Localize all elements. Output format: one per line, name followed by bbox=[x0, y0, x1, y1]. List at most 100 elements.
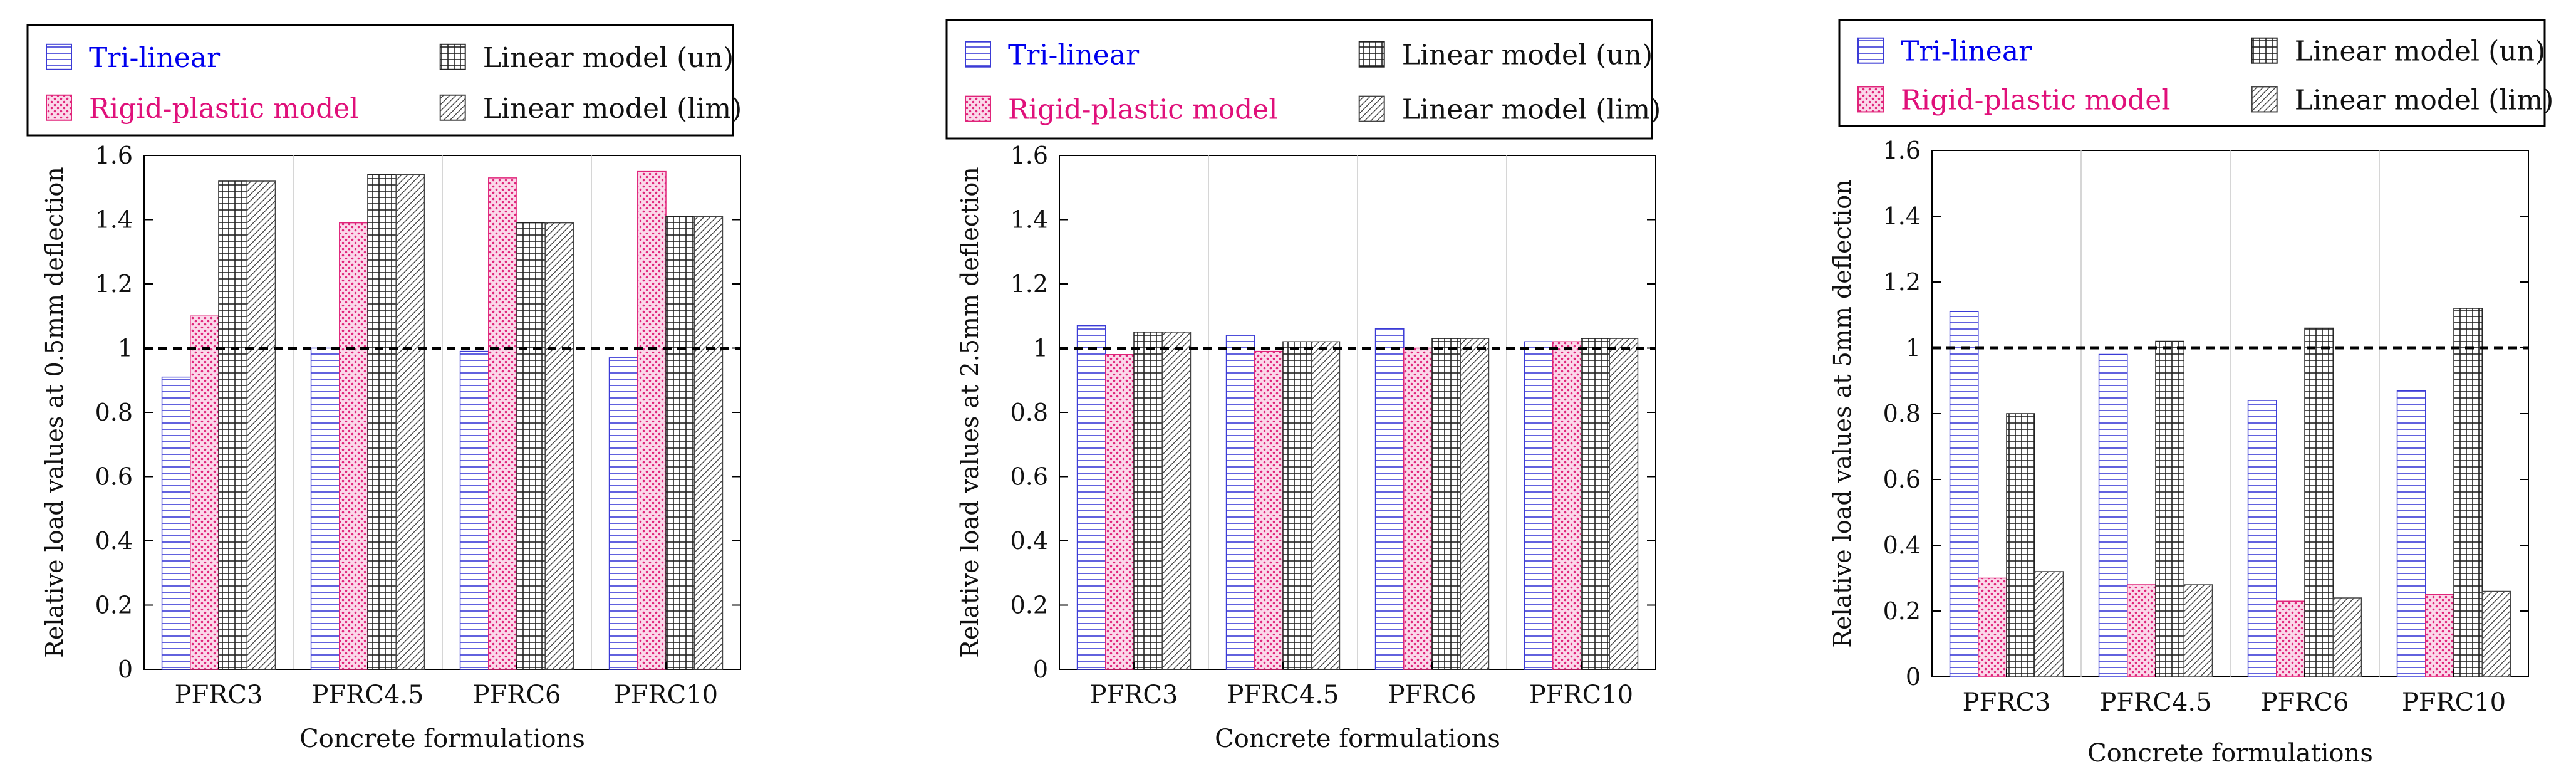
bar-rigid-plastic-model-pfrc4-5 bbox=[2127, 584, 2156, 677]
bar-tri-linear-pfrc3 bbox=[1076, 325, 1106, 670]
y-tick-label: 1.6 bbox=[1883, 137, 1921, 164]
bar-rigid-plastic-model-pfrc4-5 bbox=[339, 222, 368, 670]
bar-rigid-plastic-model-pfrc10 bbox=[637, 170, 667, 670]
bar-tri-linear-pfrc6 bbox=[1374, 328, 1405, 670]
bar-linear-model-lim-pfrc10 bbox=[2481, 590, 2511, 677]
y-tick-label: 1.4 bbox=[1010, 206, 1048, 234]
bar-linear-model-un-pfrc6 bbox=[516, 222, 546, 670]
bar-rigid-plastic-model-pfrc3 bbox=[1105, 354, 1135, 670]
bar-linear-model-lim-pfrc4-5 bbox=[395, 174, 425, 670]
bar-linear-model-lim-pfrc3 bbox=[1161, 332, 1192, 670]
bar-linear-model-lim-pfrc3 bbox=[2034, 571, 2064, 677]
y-tick-label: 0.2 bbox=[1883, 597, 1921, 625]
legend-label: Rigid-plastic model bbox=[1008, 94, 1277, 126]
bar-tri-linear-pfrc4-5 bbox=[310, 347, 340, 670]
bar-linear-model-lim-pfrc10 bbox=[693, 216, 724, 670]
bar-linear-model-un-pfrc3 bbox=[2006, 413, 2035, 677]
bar-rigid-plastic-model-pfrc3 bbox=[190, 315, 219, 670]
y-tick-label: 1 bbox=[1906, 334, 1921, 362]
y-tick-label: 0 bbox=[1033, 656, 1048, 683]
bar-linear-model-un-pfrc4-5 bbox=[1282, 341, 1312, 670]
x-tick-label: PFRC4.5 bbox=[1227, 681, 1339, 709]
bar-linear-model-un-pfrc4-5 bbox=[2155, 340, 2184, 677]
legend-swatch bbox=[1358, 95, 1385, 122]
legend-box bbox=[945, 19, 1653, 140]
y-tick-label: 1.6 bbox=[95, 142, 133, 169]
x-tick-label: PFRC3 bbox=[1090, 681, 1178, 709]
y-tick-label: 0.6 bbox=[95, 463, 133, 491]
bar-tri-linear-pfrc10 bbox=[1524, 341, 1554, 670]
legend-label: Tri-linear bbox=[1901, 36, 2032, 68]
y-tick-label: 0 bbox=[118, 656, 133, 683]
y-tick-label: 1 bbox=[1033, 335, 1048, 362]
legend-swatch bbox=[965, 95, 991, 122]
legend: Tri-linear Linear model (un) Rigid-plastic… bbox=[26, 24, 742, 137]
bar-rigid-plastic-model-pfrc6 bbox=[1403, 347, 1433, 670]
x-tick-label: PFRC4.5 bbox=[2099, 688, 2211, 717]
legend-label: Linear model (lim) bbox=[1402, 94, 1661, 126]
y-tick-label: 1.4 bbox=[95, 206, 133, 234]
legend: Tri-linear Linear model (un) Rigid-plastic… bbox=[945, 19, 1661, 140]
bar-rigid-plastic-model-pfrc4-5 bbox=[1254, 350, 1284, 670]
legend-label: Tri-linear bbox=[89, 42, 221, 74]
y-tick-label: 1.4 bbox=[1883, 202, 1921, 230]
bar-tri-linear-pfrc6 bbox=[2247, 400, 2277, 677]
x-tick-label: PFRC3 bbox=[175, 681, 263, 709]
bar-linear-model-un-pfrc10 bbox=[1581, 338, 1610, 670]
y-tick-label: 0.6 bbox=[1010, 463, 1048, 491]
bar-linear-model-un-pfrc10 bbox=[2453, 308, 2483, 677]
bar-linear-model-lim-pfrc10 bbox=[1609, 338, 1639, 670]
bar-tri-linear-pfrc6 bbox=[459, 350, 489, 670]
y-tick-label: 1 bbox=[118, 335, 133, 362]
x-tick-label: PFRC10 bbox=[2402, 688, 2506, 717]
bar-tri-linear-pfrc10 bbox=[2396, 390, 2426, 677]
bar-tri-linear-pfrc3 bbox=[161, 376, 191, 670]
legend-label: Rigid-plastic model bbox=[89, 93, 358, 125]
legend-swatch bbox=[2251, 37, 2278, 64]
y-tick-label: 0 bbox=[1906, 663, 1921, 691]
y-tick-label: 0.4 bbox=[1883, 531, 1921, 559]
legend: Tri-linear Linear model (un) Rigid-plastic… bbox=[1838, 19, 2553, 127]
y-tick-label: 0.8 bbox=[1883, 400, 1921, 427]
y-axis-label: Relative load values at 5mm deflection bbox=[1829, 179, 1856, 647]
legend-label: Rigid-plastic model bbox=[1901, 84, 2170, 116]
x-tick-label: PFRC6 bbox=[1388, 681, 1477, 709]
x-tick-label: PFRC10 bbox=[614, 681, 718, 709]
bar-rigid-plastic-model-pfrc6 bbox=[488, 177, 517, 670]
y-tick-label: 1.2 bbox=[1883, 268, 1921, 296]
legend-label: Linear model (un) bbox=[2295, 36, 2545, 68]
bar-rigid-plastic-model-pfrc6 bbox=[2276, 600, 2305, 677]
x-tick-label: PFRC10 bbox=[1529, 681, 1633, 709]
bar-rigid-plastic-model-pfrc3 bbox=[1978, 577, 2007, 677]
bar-linear-model-lim-pfrc6 bbox=[1460, 338, 1490, 670]
bar-linear-model-un-pfrc3 bbox=[1133, 332, 1163, 670]
legend-swatch bbox=[965, 41, 991, 68]
y-tick-label: 0.2 bbox=[1010, 592, 1048, 619]
legend-swatch bbox=[1358, 41, 1385, 68]
bar-linear-model-lim-pfrc4-5 bbox=[1311, 341, 1341, 670]
bar-linear-model-un-pfrc6 bbox=[2304, 327, 2334, 677]
y-tick-label: 0.4 bbox=[95, 527, 133, 555]
y-tick-label: 0.8 bbox=[95, 399, 133, 426]
legend-swatch bbox=[439, 43, 466, 70]
chart-panel-3: 0 0.2 0.4 0.6 0.8 1 1.2 1.4 1.6 PFRC3 PFRC4.5 PFRC6… bbox=[1829, 19, 2553, 768]
y-tick-label: 0.8 bbox=[1010, 399, 1048, 426]
legend-box bbox=[26, 24, 734, 137]
y-tick-label: 1.6 bbox=[1010, 142, 1048, 169]
y-tick-label: 1.2 bbox=[1010, 270, 1048, 298]
legend-swatch bbox=[46, 94, 72, 121]
y-axis-label: Relative load values at 0.5mm deflection bbox=[41, 167, 68, 658]
x-axis-label: Concrete formulations bbox=[1215, 724, 1500, 753]
legend-label: Linear model (lim) bbox=[483, 93, 742, 125]
legend-swatch bbox=[1857, 37, 1884, 64]
legend-swatch bbox=[2251, 86, 2278, 113]
y-tick-label: 0.4 bbox=[1010, 527, 1048, 555]
x-tick-label: PFRC6 bbox=[473, 681, 561, 709]
bar-linear-model-lim-pfrc3 bbox=[246, 180, 276, 670]
y-tick-label: 0.2 bbox=[95, 592, 133, 619]
bar-rigid-plastic-model-pfrc10 bbox=[2425, 594, 2454, 677]
bar-rigid-plastic-model-pfrc10 bbox=[1552, 341, 1582, 670]
x-axis-label: Concrete formulations bbox=[2087, 739, 2373, 768]
y-axis-label: Relative load values at 2.5mm deflection bbox=[956, 167, 984, 658]
